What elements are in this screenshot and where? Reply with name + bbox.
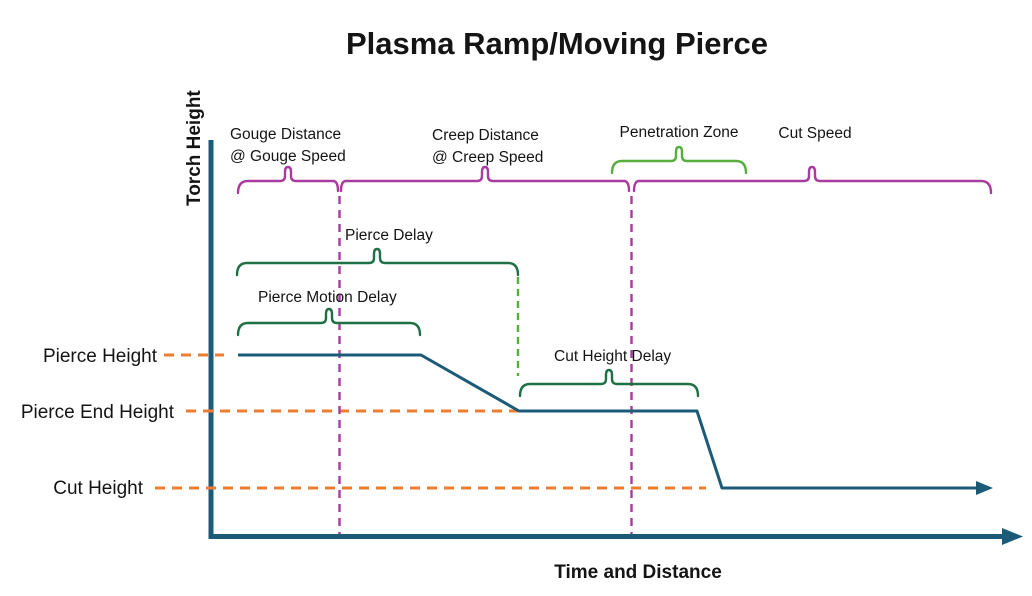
cut-height-delay-bracket [518, 368, 700, 398]
pierce-delay-bracket [235, 247, 520, 277]
cut-speed-label: Cut Speed [778, 125, 851, 142]
pierce-height-label: Pierce Height [43, 346, 158, 367]
gouge-distance-bracket [236, 165, 340, 195]
creep-distance-label-line2: @ Creep Speed [432, 149, 543, 166]
pierce-delay-label: Pierce Delay [345, 227, 433, 244]
x-axis-arrow-icon [1002, 528, 1023, 545]
pierce-end-height-label: Pierce End Height [21, 402, 175, 423]
cut-height-delay-label: Cut Height Delay [554, 348, 671, 365]
y-axis-label: Torch Height [184, 90, 205, 206]
torch-height-profile-line [238, 353, 978, 490]
axes-lines [208, 140, 1004, 539]
gouge-distance-label-line2: @ Gouge Speed [230, 148, 346, 165]
penetration-zone-bracket [610, 145, 748, 175]
x-axis-label: Time and Distance [554, 562, 722, 583]
page-title: Plasma Ramp/Moving Pierce [346, 26, 768, 61]
pierce-motion-delay-bracket [236, 307, 422, 337]
gouge-distance-label-line1: Gouge Distance [230, 126, 341, 143]
creep-distance-label-line1: Creep Distance [432, 127, 539, 144]
cut-height-label: Cut Height [53, 478, 143, 499]
cut-speed-bracket [632, 165, 993, 195]
profile-arrow-icon [976, 481, 993, 495]
creep-distance-bracket [339, 165, 631, 193]
penetration-zone-label: Penetration Zone [620, 124, 739, 141]
pierce-motion-delay-label: Pierce Motion Delay [258, 289, 397, 306]
